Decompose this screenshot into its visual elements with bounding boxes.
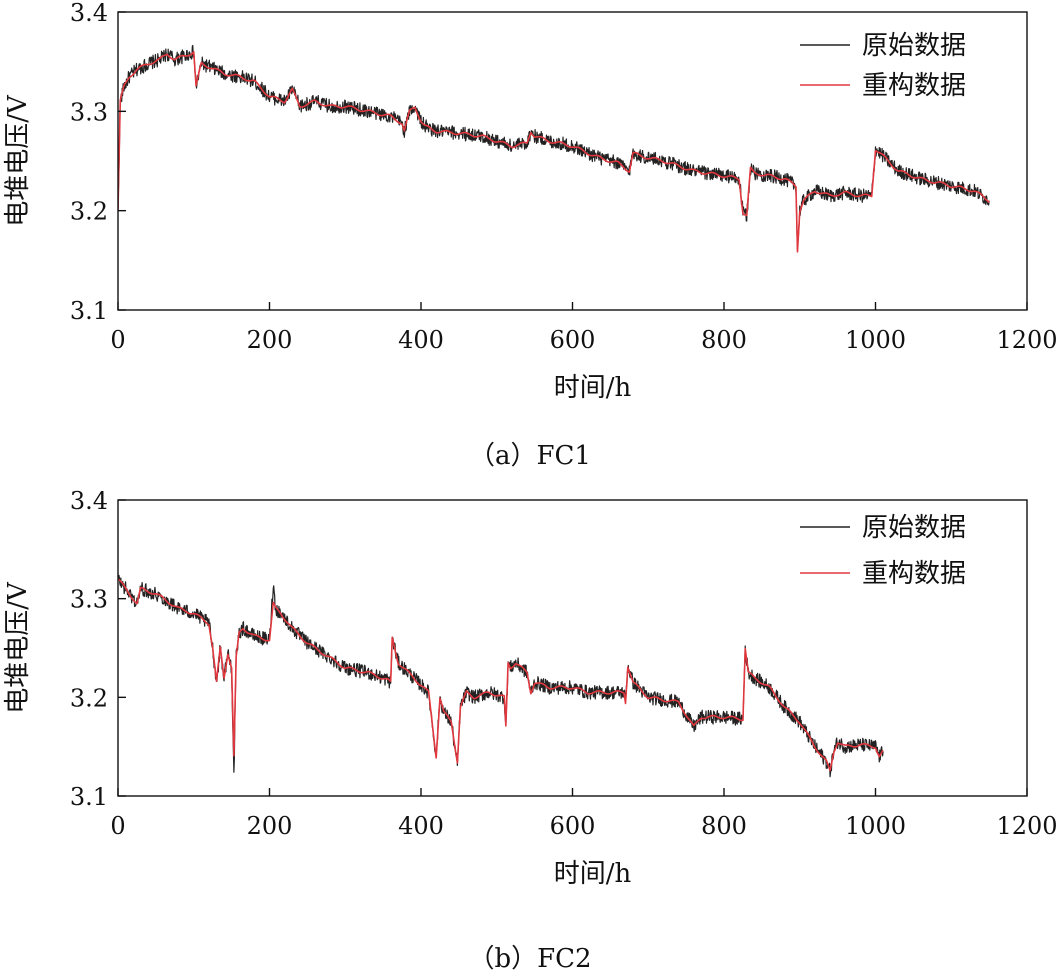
y-tick-label: 3.1 [70,297,108,325]
legend-label: 重构数据 [862,559,966,589]
x-tick-label: 1200 [996,326,1057,354]
x-axis-label: 时间/h [554,859,632,889]
y-axis-label: 电堆电压/V [3,94,33,227]
legend-label: 原始数据 [862,513,966,543]
x-tick-label: 200 [247,812,293,840]
x-tick-label: 200 [247,326,293,354]
y-tick-label: 3.4 [70,487,108,515]
series-line-raw [118,44,990,251]
x-tick-label: 0 [110,326,125,354]
x-tick-label: 600 [550,812,596,840]
x-tick-label: 1000 [845,326,906,354]
y-axis-label: 电堆电压/V [3,581,33,714]
x-tick-label: 600 [550,326,596,354]
chart-fc1: 0 200 400 600 800 1000 1200 3.1 3.2 3.3 3.4 时间/h 电堆电… [3,0,1058,471]
chart-caption: （a）FC1 [469,441,591,471]
plot-frame [117,499,1028,797]
x-tick-label: 800 [701,812,747,840]
series-line-reconstructed [118,578,884,772]
x-tick-label: 1000 [845,812,906,840]
y-tick-label: 3.2 [70,684,108,712]
series-line-reconstructed [118,51,990,253]
y-tick-label: 3.2 [70,198,108,226]
x-axis-label: 时间/h [554,373,632,403]
x-tick-label: 800 [701,326,747,354]
y-tick-label: 3.4 [70,0,108,27]
series-line-raw [118,574,884,778]
legend-label: 重构数据 [862,71,966,101]
x-tick-label: 1200 [996,812,1057,840]
x-tick-label: 400 [398,812,444,840]
y-tick-label: 3.3 [70,98,108,126]
legend-label: 原始数据 [862,31,966,61]
y-tick-label: 3.1 [70,783,108,811]
chart-caption: （b）FC2 [468,944,591,974]
x-tick-label: 0 [110,812,125,840]
x-tick-label: 400 [398,326,444,354]
y-tick-label: 3.3 [70,586,108,614]
chart-fc2: 0 200 400 600 800 1000 1200 3.1 3.2 3.3 3.4 时间/h 电堆电… [3,487,1058,974]
